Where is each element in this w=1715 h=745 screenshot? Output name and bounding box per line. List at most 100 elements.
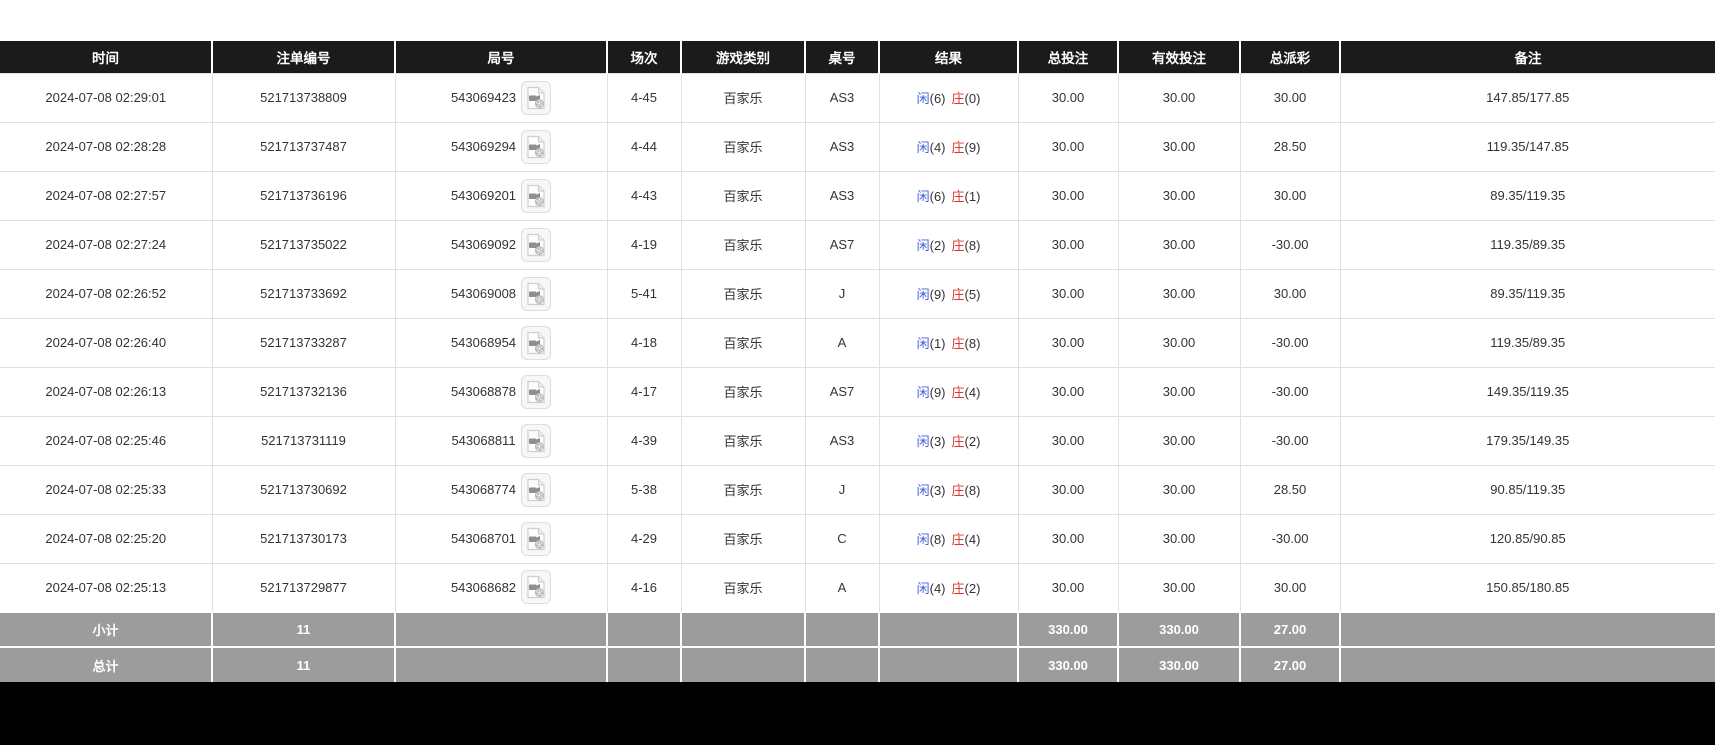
cell-result: 闲(3) 庄(8) [878, 464, 1019, 515]
cell-result: 闲(4) 庄(9) [878, 121, 1019, 172]
table-header: 时间 注单编号 局号 场次 游戏类别 桌号 结果 总投注 有效投注 总派彩 备注 [0, 41, 1715, 73]
cell-time: 2024-07-08 02:29:01 [0, 72, 213, 123]
video-replay-button[interactable] [521, 80, 552, 115]
video-replay-button[interactable] [521, 227, 552, 262]
cell-game-type: 百家乐 [680, 121, 806, 172]
result-banker-label: 庄 [951, 483, 965, 498]
cell-payout: 28.50 [1239, 464, 1341, 515]
cell-bet-id: 521713736196 [211, 170, 396, 221]
cell-total-bet: 30.00 [1017, 219, 1119, 270]
round-number: 543069008 [450, 286, 517, 301]
round-wrap: 543068682 [451, 570, 552, 605]
cell-remark: 119.35/89.35 [1339, 317, 1715, 368]
video-replay-icon [526, 233, 546, 257]
cell-game-type: 百家乐 [680, 72, 806, 123]
cell-time: 2024-07-08 02:27:24 [0, 219, 213, 270]
cell-result: 闲(1) 庄(8) [878, 317, 1019, 368]
video-replay-button[interactable] [521, 178, 552, 213]
result-banker-label: 庄 [951, 385, 965, 400]
result-banker-value: (2) [964, 434, 981, 449]
cell-time: 2024-07-08 02:27:57 [0, 170, 213, 221]
video-replay-icon [526, 575, 546, 599]
cell-remark: 89.35/119.35 [1339, 268, 1715, 319]
cell-valid-bet: 30.00 [1117, 317, 1241, 368]
video-replay-button[interactable] [521, 325, 552, 360]
video-replay-button[interactable] [521, 374, 552, 409]
subtotal-row: 小计 11 330.00 330.00 27.00 [0, 611, 1715, 647]
cell-payout: 30.00 [1239, 562, 1341, 613]
table-row: 2024-07-08 02:25:20 521713730173 543068701… [0, 513, 1715, 564]
cell-round: 543068682 [394, 562, 608, 613]
round-number: 543068811 [451, 433, 516, 448]
cell-table-no: AS3 [804, 170, 880, 221]
cell-table-no: AS3 [804, 415, 880, 466]
video-replay-button[interactable] [521, 521, 552, 556]
result-player-label: 闲 [916, 434, 930, 449]
round-wrap: 543068701 [451, 521, 552, 556]
result-banker-value: (0) [964, 91, 981, 106]
cell-result: 闲(4) 庄(2) [878, 562, 1019, 613]
result-player-label: 闲 [916, 532, 930, 547]
cell-result: 闲(9) 庄(5) [878, 268, 1019, 319]
result-banker-label: 庄 [951, 287, 965, 302]
cell-game-type: 百家乐 [680, 219, 806, 270]
table-row: 2024-07-08 02:25:13 521713729877 543068682… [0, 562, 1715, 613]
bottom-black-area [0, 682, 1715, 745]
cell-valid-bet: 30.00 [1117, 72, 1241, 123]
result-player-label: 闲 [916, 287, 930, 302]
cell-total-bet: 30.00 [1017, 464, 1119, 515]
col-header-bet-id: 注单编号 [212, 41, 396, 73]
result-banker-value: (1) [964, 189, 981, 204]
table-row: 2024-07-08 02:27:57 521713736196 543069201… [0, 170, 1715, 221]
cell-payout: 28.50 [1239, 121, 1341, 172]
col-header-round-id: 局号 [395, 41, 608, 73]
cell-remark: 119.35/147.85 [1339, 121, 1715, 172]
round-number: 543069423 [450, 90, 517, 105]
result-player-value: (9) [929, 287, 946, 302]
grand-total-row: 总计 11 330.00 330.00 27.00 [0, 646, 1715, 682]
cell-session: 5-38 [606, 464, 682, 515]
col-header-remark: 备注 [1340, 41, 1715, 73]
cell-round: 543069294 [394, 121, 608, 172]
cell-bet-id: 521713733287 [211, 317, 396, 368]
cell-valid-bet: 30.00 [1117, 170, 1241, 221]
result-banker-value: (4) [964, 385, 981, 400]
cell-valid-bet: 30.00 [1117, 562, 1241, 613]
video-replay-button[interactable] [520, 423, 551, 458]
result-banker-value: (2) [964, 580, 981, 596]
cell-table-no: J [804, 268, 880, 319]
cell-time: 2024-07-08 02:26:13 [0, 366, 213, 417]
video-replay-button[interactable] [521, 570, 552, 605]
cell-time: 2024-07-08 02:28:28 [0, 121, 213, 172]
cell-session: 4-44 [606, 121, 682, 172]
video-replay-button[interactable] [521, 472, 552, 507]
cell-session: 4-43 [606, 170, 682, 221]
col-header-session: 场次 [607, 41, 682, 73]
grand-total-payout: 27.00 [1240, 646, 1341, 682]
cell-bet-id: 521713729877 [211, 562, 396, 613]
result-player-label: 闲 [916, 483, 930, 498]
grand-total-total-bet: 330.00 [1018, 646, 1119, 682]
result-player-value: (1) [929, 336, 946, 351]
cell-session: 4-19 [606, 219, 682, 270]
cell-valid-bet: 30.00 [1117, 219, 1241, 270]
result-player-label: 闲 [916, 140, 930, 155]
col-header-valid-bet: 有效投注 [1118, 41, 1241, 73]
result-player-label: 闲 [916, 385, 930, 400]
subtotal-valid-bet: 330.00 [1118, 611, 1241, 647]
round-wrap: 543068954 [451, 325, 552, 360]
cell-round: 543068774 [394, 464, 608, 515]
video-replay-button[interactable] [521, 276, 552, 311]
result-player-value: (3) [929, 483, 946, 498]
result-banker-label: 庄 [951, 532, 965, 547]
result-player-label: 闲 [916, 91, 930, 106]
cell-round: 543068701 [394, 513, 608, 564]
grand-total-count: 11 [212, 646, 396, 682]
cell-table-no: AS7 [804, 219, 880, 270]
round-wrap: 543068774 [451, 472, 552, 507]
video-replay-button[interactable] [521, 129, 552, 164]
video-replay-icon [526, 478, 546, 502]
cell-remark: 90.85/119.35 [1339, 464, 1715, 515]
cell-payout: -30.00 [1239, 219, 1341, 270]
result-banker-value: (8) [964, 238, 981, 253]
